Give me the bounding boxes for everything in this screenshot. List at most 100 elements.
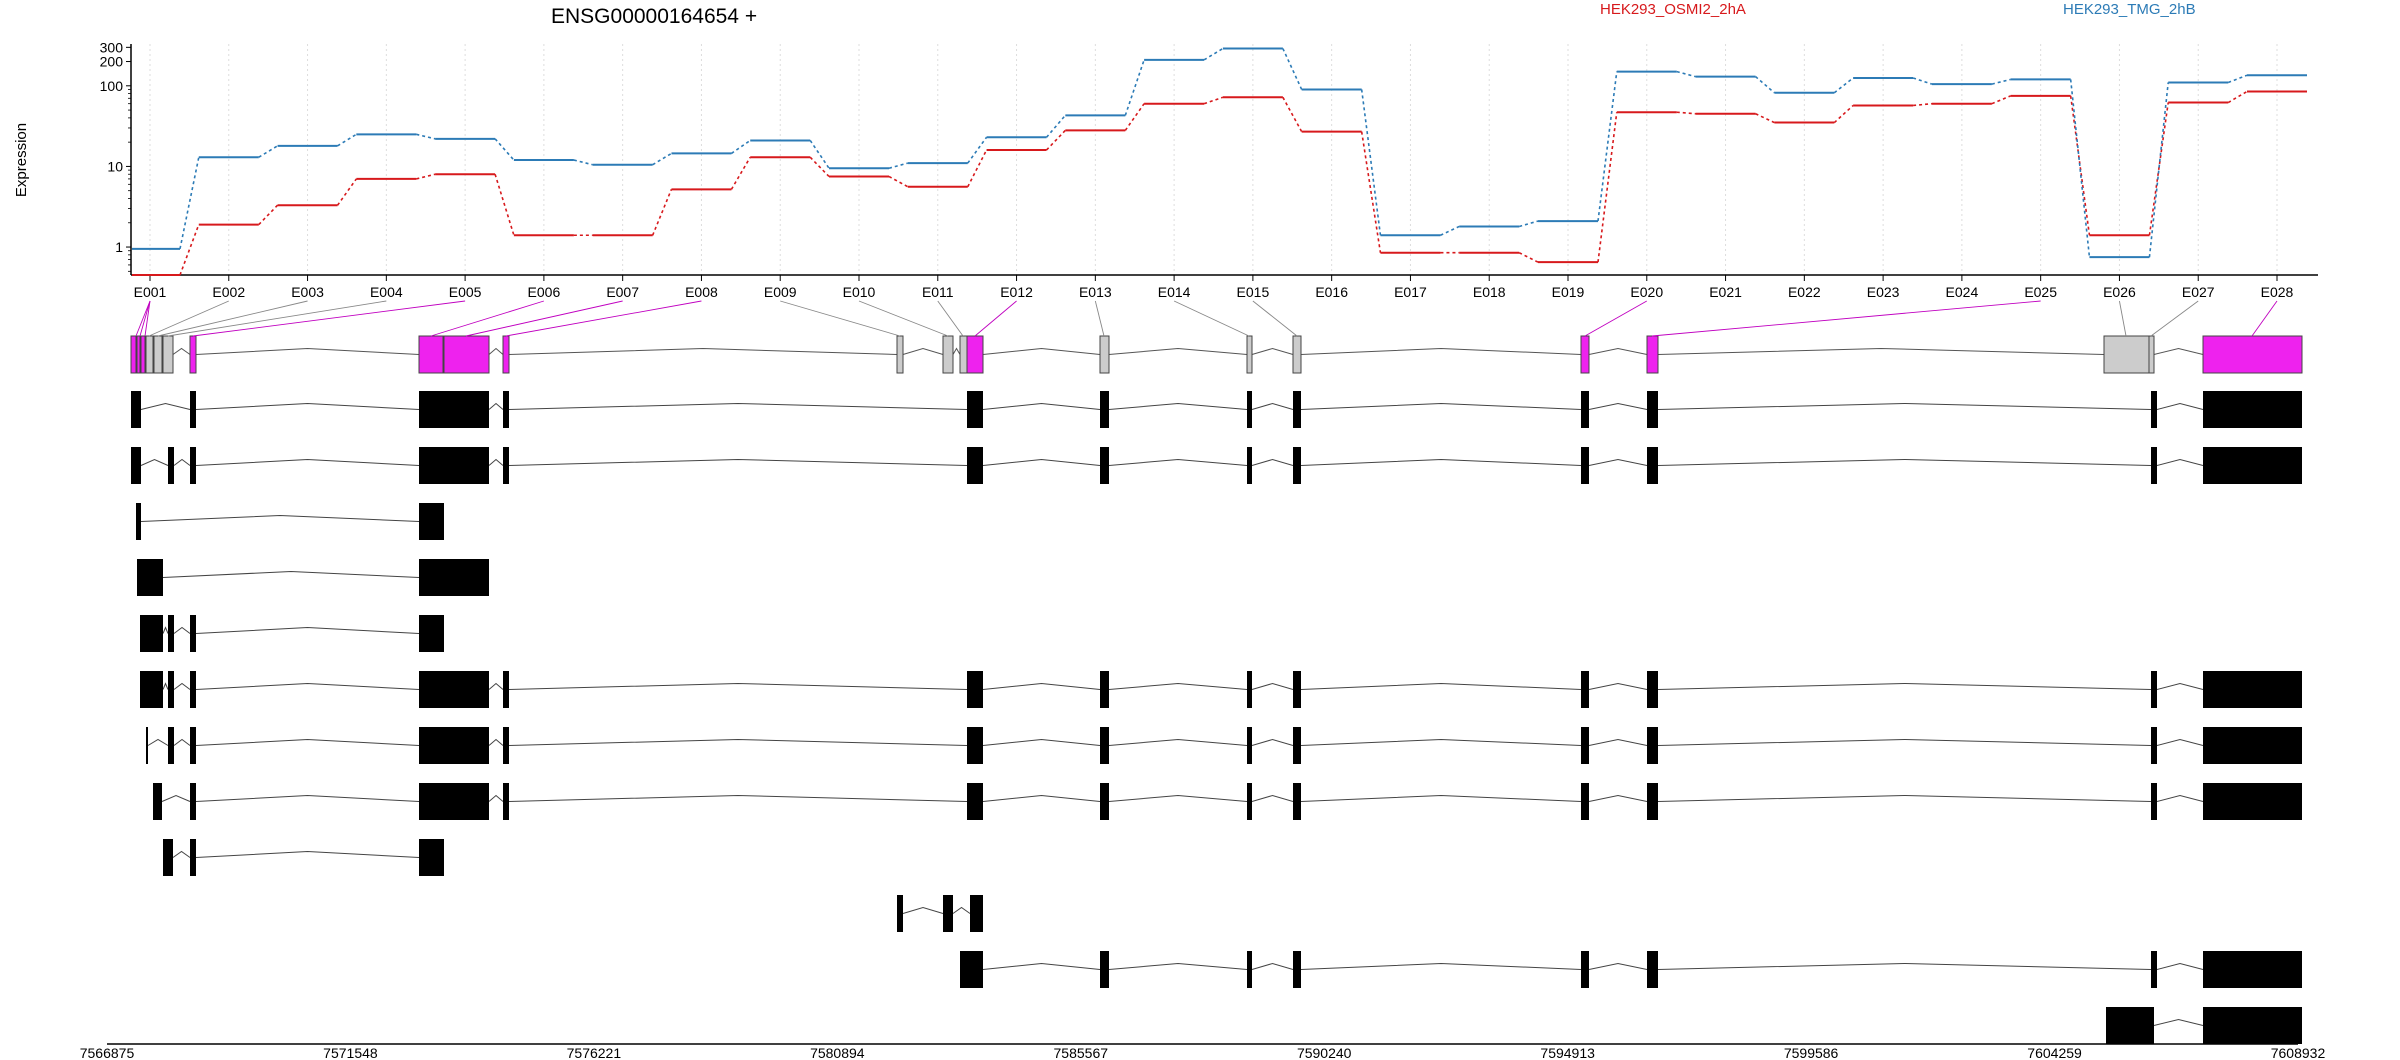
genomic-tick-label: 7580894: [810, 1045, 865, 1060]
intron-line: [902, 906, 944, 914]
transcript-row-1: [131, 391, 2302, 428]
intron-line: [508, 794, 968, 802]
series-connector: [494, 173, 515, 236]
transcript-exon: [970, 895, 983, 932]
exon-box: [2103, 335, 2150, 374]
transcript-exon: [1647, 671, 1658, 708]
transcript-row-3: [136, 503, 444, 540]
intron-line: [162, 570, 420, 578]
transcript-exon: [190, 671, 196, 708]
intron-line: [1251, 794, 1294, 802]
transcript-exon: [2151, 727, 2157, 764]
transcript-exon: [419, 391, 489, 428]
exon-label: E028: [2261, 284, 2294, 300]
transcript-exon: [503, 391, 509, 428]
intron-line: [1300, 962, 1582, 970]
transcript-exon: [146, 727, 148, 764]
intron-line: [140, 402, 191, 410]
exon-box: [896, 335, 904, 374]
series-connector: [1913, 102, 1932, 107]
exon-label: E007: [606, 284, 639, 300]
intron-line: [173, 626, 191, 634]
transcript-exon: [1647, 391, 1658, 428]
intron-line: [488, 347, 504, 355]
transcript-exon: [168, 615, 174, 652]
intron-line: [1300, 794, 1582, 802]
intron-line: [173, 458, 191, 466]
exon-connector: [2150, 300, 2199, 337]
transcript-exon: [168, 727, 174, 764]
intron-line: [1300, 347, 1582, 355]
intron-line: [2156, 402, 2204, 410]
exon-box: [1292, 335, 1302, 374]
intron-line: [982, 738, 1101, 746]
intron-line: [1657, 402, 2152, 410]
exon-connector: [148, 300, 229, 337]
intron-line: [1251, 738, 1294, 746]
intron-line: [195, 738, 420, 746]
transcript-exon: [2151, 951, 2157, 988]
intron-line: [1108, 738, 1248, 746]
series-connector: [179, 224, 200, 276]
intron-line: [1108, 347, 1248, 355]
exon-connector: [192, 300, 466, 337]
intron-line: [2153, 1018, 2204, 1026]
intron-line: [1657, 347, 2105, 355]
intron-line: [1251, 682, 1294, 690]
exon-connector: [1252, 300, 1298, 337]
exon-label: E006: [528, 284, 561, 300]
transcript-exon: [967, 671, 983, 708]
transcript-exon: [1581, 951, 1589, 988]
exon-connector: [2119, 300, 2127, 337]
transcript-exon: [2151, 783, 2157, 820]
intron-line: [488, 794, 504, 802]
series-connector: [1440, 225, 1460, 236]
intron-line: [1300, 682, 1582, 690]
transcript-exon: [1293, 447, 1301, 484]
series-connector: [809, 156, 830, 178]
intron-line: [195, 794, 420, 802]
intron-line: [1657, 458, 2152, 466]
intron-line: [1657, 738, 2152, 746]
transcript-exon: [2203, 391, 2302, 428]
series-connector: [337, 133, 357, 147]
intron-line: [982, 962, 1101, 970]
series-connector: [1045, 114, 1066, 138]
transcript-exon: [190, 615, 196, 652]
transcript-exon: [503, 783, 509, 820]
y-tick-label: 300: [100, 39, 124, 55]
transcript-exon: [2203, 951, 2302, 988]
transcript-exon: [503, 447, 509, 484]
series-connector: [967, 136, 988, 164]
series-connector: [730, 139, 751, 155]
transcript-exon: [419, 503, 444, 540]
exon-connector: [167, 300, 387, 337]
transcript-exon: [503, 727, 509, 764]
transcript-exon: [1581, 447, 1589, 484]
exon-connector: [937, 300, 964, 337]
intron-line: [1300, 402, 1582, 410]
series-connector: [730, 156, 751, 190]
intron-line: [161, 794, 191, 802]
series-connector: [1676, 70, 1696, 78]
exon-label: E024: [1946, 284, 1979, 300]
transcript-exon: [2106, 1007, 2154, 1044]
chart-title: ENSG00000164654 +: [551, 5, 757, 28]
series-connector: [573, 159, 593, 166]
intron-line: [162, 682, 169, 690]
series-connector: [1518, 252, 1539, 263]
transcript-exon: [163, 839, 173, 876]
exon-connector: [1094, 300, 1105, 337]
exon-label: E005: [449, 284, 482, 300]
exon-box: [502, 335, 510, 374]
intron-line: [1108, 402, 1248, 410]
intron-line: [508, 738, 968, 746]
exon-connector: [505, 300, 702, 337]
series-connector: [888, 162, 908, 169]
exon-connector: [465, 300, 623, 337]
transcript-exon: [2151, 671, 2157, 708]
transcript-exon: [419, 783, 489, 820]
transcript-exon: [190, 783, 196, 820]
intron-line: [902, 347, 944, 355]
exon-label: E027: [2182, 284, 2215, 300]
